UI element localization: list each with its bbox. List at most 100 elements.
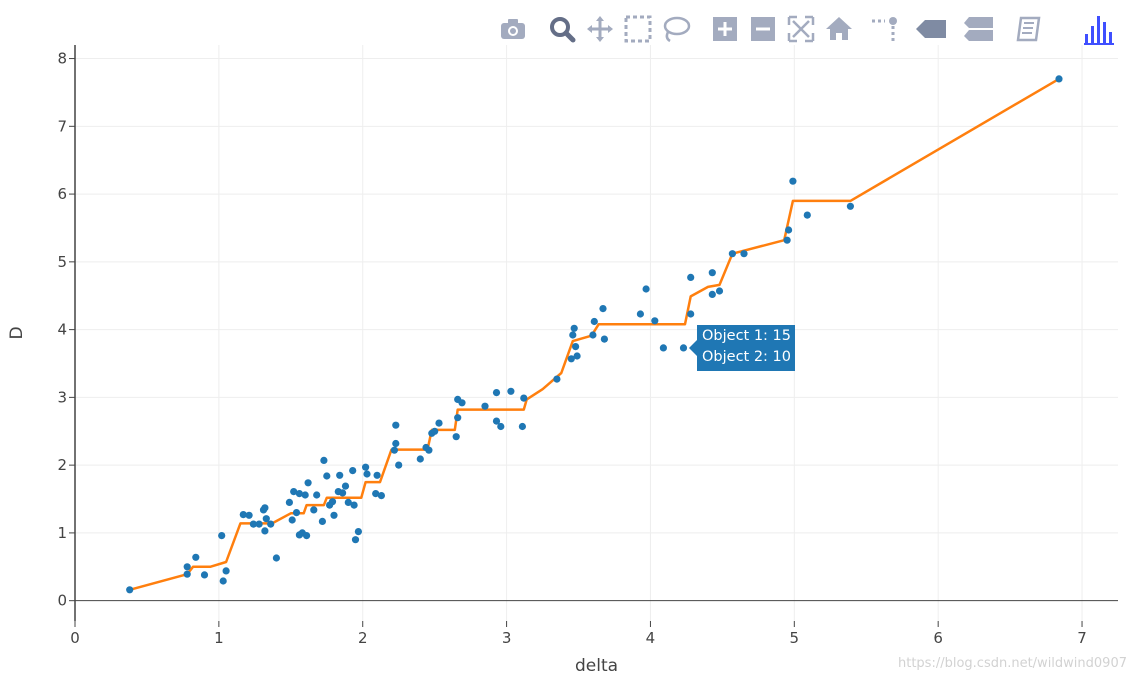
data-point[interactable] (492, 389, 501, 397)
fitted-line[interactable] (129, 77, 1060, 592)
data-point[interactable] (599, 305, 607, 313)
zoom-in-icon[interactable] (708, 12, 742, 46)
data-point[interactable] (372, 490, 380, 498)
data-point[interactable] (219, 577, 227, 585)
data-point[interactable] (572, 343, 580, 351)
data-point[interactable] (310, 506, 318, 514)
data-point[interactable] (395, 461, 403, 469)
data-point[interactable] (267, 520, 275, 528)
data-point[interactable] (288, 516, 296, 524)
data-point[interactable] (651, 317, 659, 325)
hover-closest-icon[interactable] (913, 12, 947, 46)
data-point[interactable] (262, 515, 270, 523)
data-point[interactable] (200, 571, 209, 579)
data-point[interactable] (390, 446, 398, 454)
data-point[interactable] (373, 471, 381, 479)
data-point[interactable] (789, 177, 797, 185)
data-point[interactable] (320, 456, 328, 464)
data-point[interactable] (600, 335, 609, 343)
data-point[interactable] (330, 511, 338, 519)
data-point[interactable] (304, 479, 312, 487)
data-point[interactable] (261, 504, 269, 512)
data-point[interactable] (497, 422, 505, 431)
data-point[interactable] (272, 554, 280, 562)
data-point[interactable] (518, 422, 527, 431)
data-point[interactable] (740, 250, 748, 258)
data-point[interactable] (1055, 75, 1063, 83)
data-point[interactable] (377, 492, 385, 500)
data-point[interactable] (715, 287, 724, 295)
zoom-icon[interactable] (545, 12, 579, 46)
data-point[interactable] (222, 567, 230, 575)
data-point[interactable] (454, 414, 462, 422)
data-point[interactable] (183, 563, 191, 571)
lasso-select-icon[interactable] (659, 12, 693, 46)
data-point[interactable] (249, 520, 257, 528)
data-point[interactable] (239, 510, 247, 519)
pan-icon[interactable] (583, 12, 617, 46)
data-point[interactable] (458, 399, 466, 407)
data-point[interactable] (590, 317, 598, 326)
data-point[interactable] (290, 488, 298, 496)
data-point[interactable] (573, 352, 581, 360)
camera-icon[interactable] (496, 12, 530, 46)
reset-axes-icon[interactable] (822, 12, 856, 46)
autoscale-icon[interactable] (784, 12, 818, 46)
data-point[interactable] (452, 433, 460, 441)
data-point[interactable] (218, 532, 226, 540)
data-point[interactable] (553, 375, 561, 383)
data-point[interactable] (435, 419, 443, 427)
data-point[interactable] (492, 417, 501, 425)
spike-lines-icon[interactable] (867, 12, 901, 46)
data-point[interactable] (255, 520, 263, 528)
data-point[interactable] (362, 463, 370, 471)
data-point[interactable] (481, 402, 489, 410)
data-point[interactable] (636, 310, 645, 318)
data-point[interactable] (292, 508, 301, 517)
data-point[interactable] (126, 586, 134, 594)
data-point[interactable] (687, 273, 695, 281)
data-point[interactable] (363, 470, 371, 478)
data-point[interactable] (846, 202, 855, 210)
data-point[interactable] (354, 528, 362, 536)
data-point[interactable] (416, 455, 424, 463)
data-point[interactable] (507, 387, 515, 395)
data-point[interactable] (192, 553, 200, 561)
data-point[interactable] (183, 570, 191, 578)
data-point[interactable] (392, 439, 400, 448)
data-point[interactable] (295, 490, 303, 498)
data-point[interactable] (589, 331, 597, 339)
data-point[interactable] (392, 421, 400, 429)
data-point[interactable] (708, 290, 716, 298)
data-point[interactable] (431, 427, 439, 435)
data-point[interactable] (349, 467, 357, 475)
data-point[interactable] (303, 532, 311, 540)
data-point[interactable] (520, 394, 528, 402)
hover-compare-icon[interactable] (961, 12, 995, 46)
data-point[interactable] (803, 211, 811, 219)
data-point[interactable] (569, 331, 577, 339)
data-point[interactable] (728, 250, 737, 258)
data-point[interactable] (642, 285, 650, 293)
data-point[interactable] (341, 482, 350, 490)
data-point[interactable] (313, 491, 321, 499)
data-point[interactable] (425, 446, 433, 454)
data-point[interactable] (785, 226, 793, 234)
data-point[interactable] (570, 324, 578, 332)
data-point[interactable] (351, 536, 360, 544)
data-point[interactable] (318, 517, 326, 526)
data-point[interactable] (339, 489, 347, 497)
data-point[interactable] (301, 491, 309, 499)
zoom-out-icon[interactable] (746, 12, 780, 46)
data-point[interactable] (245, 511, 253, 519)
data-point[interactable] (679, 344, 688, 352)
data-point[interactable] (344, 498, 352, 506)
data-point[interactable] (328, 498, 337, 506)
data-point[interactable] (687, 310, 695, 318)
notebook-icon[interactable] (1012, 12, 1046, 46)
plotly-logo-icon[interactable] (1082, 12, 1116, 46)
data-point[interactable] (567, 355, 575, 363)
data-point[interactable] (336, 471, 344, 479)
data-point[interactable] (350, 501, 358, 509)
